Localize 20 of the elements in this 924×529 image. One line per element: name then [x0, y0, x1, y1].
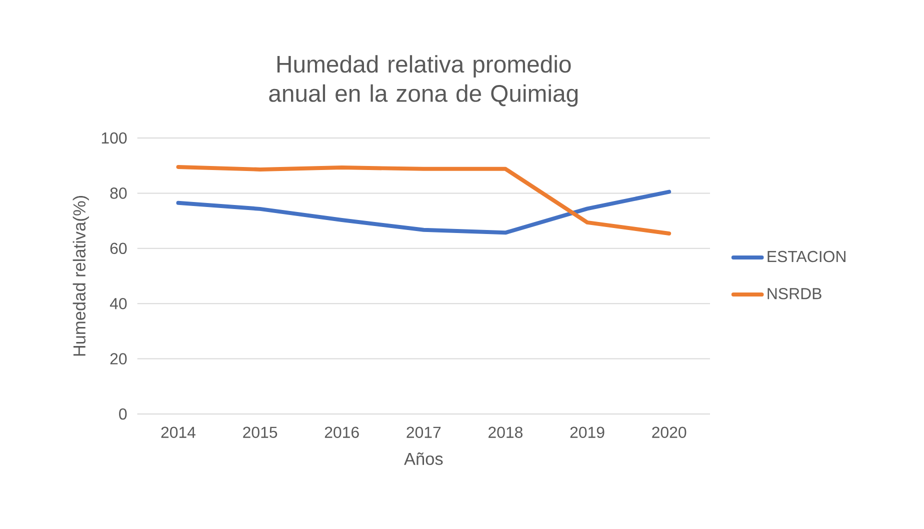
- y-tick-label: 20: [110, 353, 127, 364]
- y-tick-label: 60: [110, 242, 127, 254]
- x-tick-label: 2020: [652, 426, 686, 438]
- x-tick-label: 2019: [570, 426, 604, 438]
- legend-label: NSRDB: [768, 288, 822, 300]
- y-tick-label: 100: [102, 132, 127, 144]
- y-tick-label: 80: [110, 187, 127, 199]
- x-tick-label: 2017: [406, 426, 441, 438]
- x-axis-title: Años: [404, 452, 443, 465]
- x-tick-label: 2016: [324, 426, 359, 438]
- legend-label: ESTACION: [768, 250, 846, 262]
- y-tick-label: 40: [110, 298, 127, 310]
- x-tick-label: 2018: [488, 426, 522, 438]
- line-series: [176, 164, 672, 236]
- x-tick-label: 2015: [243, 426, 278, 438]
- x-tick-label: 2014: [161, 426, 196, 438]
- chart-title: Humedad relativa promedio anual en la zona de Quimiag: [269, 54, 578, 107]
- y-axis-title: Humedad relativa(%): [72, 196, 89, 356]
- y-tick-label: 0: [119, 408, 127, 420]
- line-series: [176, 190, 672, 235]
